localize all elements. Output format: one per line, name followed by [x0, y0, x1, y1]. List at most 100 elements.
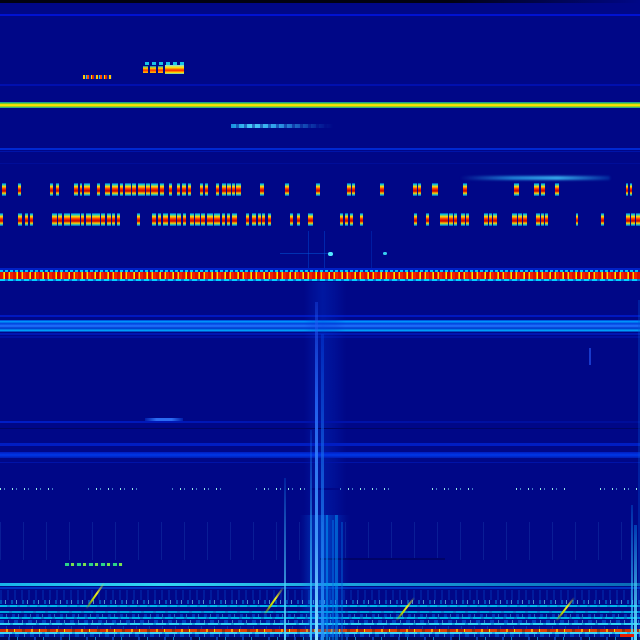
pulse-row-2 [268, 213, 271, 226]
pulse-row-2 [86, 213, 91, 226]
dark-line-428 [0, 428, 640, 429]
pulse-row-2 [636, 213, 640, 226]
faint-hline-253 [280, 253, 332, 254]
pulse-row-2 [183, 213, 186, 226]
vline-322 [321, 334, 324, 640]
pulse-row-2 [190, 213, 194, 226]
pulse-row-2 [536, 213, 540, 226]
green-dash-564 [65, 563, 123, 566]
blue-line-334 [0, 333, 640, 335]
pulse-row-2 [252, 213, 256, 226]
chirp-1 [85, 582, 106, 610]
pulse-row-2 [117, 213, 120, 226]
pulse-row-1 [418, 183, 421, 196]
cyan-row-623 [0, 623, 640, 625]
pulse-row-2 [222, 213, 225, 226]
faint-line-163 [0, 163, 640, 164]
chirp-3 [395, 596, 416, 622]
faint-vline-309 [308, 231, 309, 270]
pulse-row-2 [112, 213, 115, 226]
pulse-row-2 [493, 213, 497, 226]
pulse-row-2 [81, 213, 84, 226]
pulse-row-1 [56, 183, 59, 196]
pulse-row-2 [258, 213, 261, 226]
pulse-row-2 [152, 213, 156, 226]
vline-632 [631, 505, 633, 640]
pulse-row-2 [25, 213, 28, 226]
pulse-row-1 [2, 183, 6, 196]
cyan-row-617 [0, 617, 640, 619]
pulse-row-2 [246, 213, 249, 226]
pulse-row-1 [626, 183, 628, 196]
pulse-row-2 [449, 213, 453, 226]
pulse-row-2 [512, 213, 517, 226]
blue-line-148 [0, 148, 640, 150]
pulse-row-1 [84, 183, 90, 196]
pulse-row-1 [125, 183, 131, 196]
pulse-row-1 [347, 183, 351, 196]
pulse-row-2 [523, 213, 527, 226]
pulse-row-2 [195, 213, 200, 226]
pulse-row-1 [105, 183, 110, 196]
pulse-row-2 [290, 213, 293, 226]
pulse-row-1 [514, 183, 519, 196]
chirp-2 [263, 586, 285, 616]
pulse-row-2 [158, 213, 161, 226]
blue-line-337 [0, 336, 640, 338]
cyan-dot-384 [383, 252, 387, 255]
pulse-row-1 [352, 183, 355, 196]
dotted-row-gap-mask [0, 488, 640, 490]
pulse-row-1 [534, 183, 539, 196]
pulse-row-2 [489, 213, 492, 226]
blue-line-444 [0, 443, 640, 446]
pulse-row-1 [132, 183, 136, 196]
pulse-row-2 [163, 213, 168, 226]
pulse-row-1 [160, 183, 164, 196]
pulse-row-2 [308, 213, 313, 226]
vline-336 [335, 515, 338, 640]
pulse-row-2 [92, 213, 100, 226]
pulse-row-2 [454, 213, 457, 226]
speckle-row-614 [0, 614, 640, 617]
pulse-row-1 [555, 183, 559, 196]
dark-speckle-626 [0, 626, 640, 629]
faint-vline-325 [324, 231, 325, 270]
pulse-row-1 [200, 183, 203, 196]
cyan-row-611 [0, 611, 640, 613]
pulse-row-2 [71, 213, 80, 226]
blue-line-151 [0, 151, 640, 152]
pulse-row-2 [426, 213, 429, 226]
pulse-row-1 [232, 183, 235, 196]
pulse-row-2 [340, 213, 343, 226]
pulse-row-2 [232, 213, 237, 226]
pulse-row-1 [630, 183, 632, 196]
blue-line-588 [0, 587, 640, 589]
pulse-row-2 [345, 213, 348, 226]
pulse-row-2 [466, 213, 469, 226]
faint-line-84 [0, 84, 640, 86]
pulse-row-1 [413, 183, 417, 196]
pulse-row-1 [541, 183, 545, 196]
pulse-row-1 [222, 183, 226, 196]
cyan-glow-streak-177 [460, 176, 610, 180]
pulse-row-2 [30, 213, 33, 226]
hot-block-a [143, 66, 148, 73]
pulse-row-2 [227, 213, 230, 226]
faint-line-463 [0, 462, 640, 463]
speckle-row-620 [0, 620, 640, 623]
pulse-row-1 [432, 183, 438, 196]
red-dash-bottom-right [620, 634, 634, 637]
pulse-row-1 [236, 183, 241, 196]
chirp-4 [555, 596, 576, 622]
pulse-row-1 [177, 183, 180, 196]
blue-line-316 [0, 315, 640, 317]
pulse-row-1 [260, 183, 264, 196]
pulse-row-1 [316, 183, 320, 196]
cyan-row-605 [0, 605, 640, 607]
hot-block-b [150, 66, 156, 73]
pulse-row-1 [463, 183, 467, 196]
cyan-line-584 [0, 583, 640, 586]
pulse-row-2 [484, 213, 488, 226]
vline-636 [634, 525, 637, 640]
